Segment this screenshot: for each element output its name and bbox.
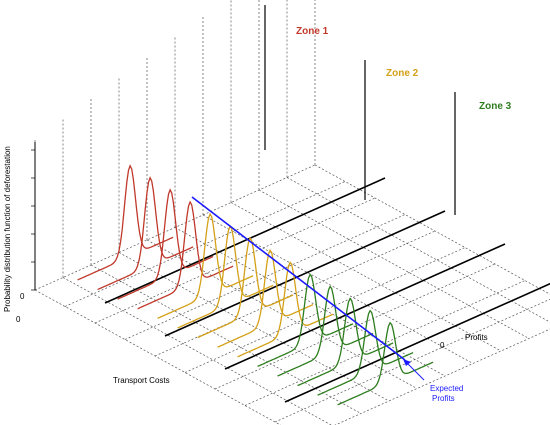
grid-line <box>62 277 332 425</box>
distribution-curve <box>337 321 434 406</box>
zone-boundary-line <box>104 177 386 304</box>
origin-right-label: 0 <box>440 341 445 350</box>
expected-label: Expected <box>430 384 463 393</box>
grid-line <box>334 328 550 425</box>
zone-boundary-line <box>224 243 506 370</box>
distribution-curve <box>217 248 314 348</box>
distribution-curve <box>177 224 274 329</box>
distribution-curve <box>297 297 394 387</box>
zone-boundary-line <box>284 282 550 403</box>
y-axis-label: Probability distribution function of def… <box>3 146 12 312</box>
grid-line <box>274 298 550 423</box>
distribution-curve <box>97 176 194 291</box>
distribution-curves <box>77 164 434 406</box>
expected-profits-arrowhead <box>403 359 411 366</box>
grid-line <box>174 227 446 377</box>
distribution-curve <box>277 285 374 377</box>
zone-boundary-line <box>164 210 446 337</box>
zone-1-label: Zone 1 <box>296 26 329 37</box>
distribution-curve <box>197 236 294 339</box>
distribution-curve <box>257 273 354 367</box>
x-axis-label: Transport Costs <box>113 376 170 385</box>
vertical-posts <box>31 0 316 291</box>
zone-3-label: Zone 3 <box>479 101 512 112</box>
grid-line <box>314 164 550 295</box>
origin-left-label: 0 <box>20 292 25 301</box>
expected-label-2: Profits <box>432 394 455 403</box>
distribution-curve <box>137 200 234 310</box>
z-axis-label: Profits <box>465 333 488 342</box>
zone-boundary-lines <box>104 5 550 403</box>
distribution-curve <box>317 309 414 396</box>
grid-line <box>34 289 282 425</box>
grid-line <box>258 189 530 339</box>
expected-profits-line <box>191 196 406 361</box>
origin-bottom-label: 0 <box>16 315 21 324</box>
distribution-curve <box>77 164 174 281</box>
zone-2-label: Zone 2 <box>386 68 419 79</box>
distribution-curve <box>117 188 214 300</box>
distribution-curve <box>237 261 334 358</box>
distribution-curve <box>157 212 254 319</box>
